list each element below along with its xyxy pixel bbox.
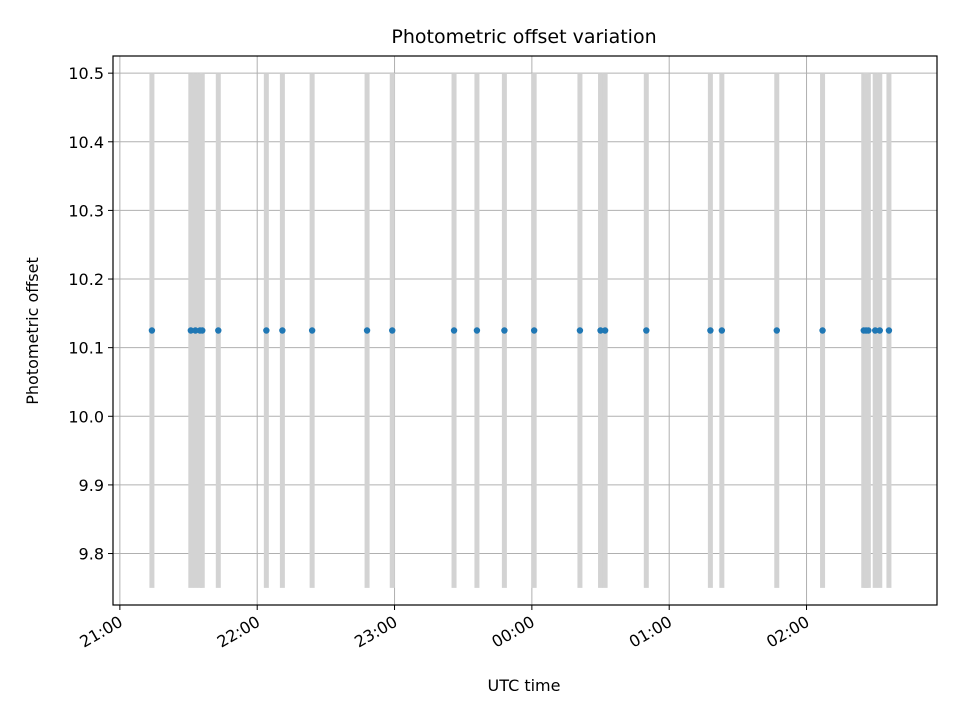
data-point xyxy=(876,327,883,334)
y-tick-label: 9.8 xyxy=(79,545,104,564)
data-point xyxy=(872,327,879,334)
y-tick-label: 10.0 xyxy=(68,407,104,426)
grid xyxy=(113,56,937,605)
x-tick-label: 01:00 xyxy=(626,612,675,652)
data-point xyxy=(199,327,206,334)
data-point xyxy=(707,327,714,334)
data-point xyxy=(501,327,508,334)
x-axis: 21:00 22:00 23:00 00:00 01:00 02:00 xyxy=(76,605,813,652)
data-point xyxy=(865,327,872,334)
y-axis-label: Photometric offset xyxy=(23,257,42,405)
data-point xyxy=(389,327,396,334)
data-point xyxy=(192,327,199,334)
data-point xyxy=(773,327,780,334)
data-point xyxy=(148,327,156,334)
data-point xyxy=(450,327,458,334)
x-tick-label: 02:00 xyxy=(763,612,812,652)
x-axis-label: UTC time xyxy=(488,676,561,695)
data-point xyxy=(530,327,538,334)
data-point xyxy=(363,327,371,334)
x-tick-label: 21:00 xyxy=(76,612,125,652)
data-points xyxy=(148,327,893,334)
data-point xyxy=(215,327,222,334)
data-point xyxy=(718,327,726,334)
plot-frame xyxy=(112,55,938,606)
y-tick-label: 10.4 xyxy=(68,133,104,152)
data-point xyxy=(473,327,481,334)
data-point xyxy=(643,327,650,334)
data-point xyxy=(819,327,826,334)
data-point xyxy=(597,327,604,334)
y-tick-label: 10.3 xyxy=(68,201,104,220)
data-point xyxy=(601,327,609,334)
y-axis: 9.8 9.9 10.0 10.1 10.2 10.3 10.4 10.5 xyxy=(68,64,113,564)
x-tick-label: 23:00 xyxy=(351,612,400,652)
data-point xyxy=(187,327,195,334)
data-point xyxy=(885,327,893,334)
x-tick-label: 22:00 xyxy=(214,612,263,652)
data-point xyxy=(308,327,316,334)
y-tick-label: 10.1 xyxy=(68,339,104,358)
y-tick-label: 10.5 xyxy=(68,64,104,83)
data-point xyxy=(279,327,286,334)
y-tick-label: 9.9 xyxy=(79,476,104,495)
y-tick-label: 10.2 xyxy=(68,270,104,289)
chart-title: Photometric offset variation xyxy=(391,26,656,48)
x-tick-label: 00:00 xyxy=(488,612,537,652)
data-point xyxy=(263,327,270,334)
data-point xyxy=(576,327,584,334)
